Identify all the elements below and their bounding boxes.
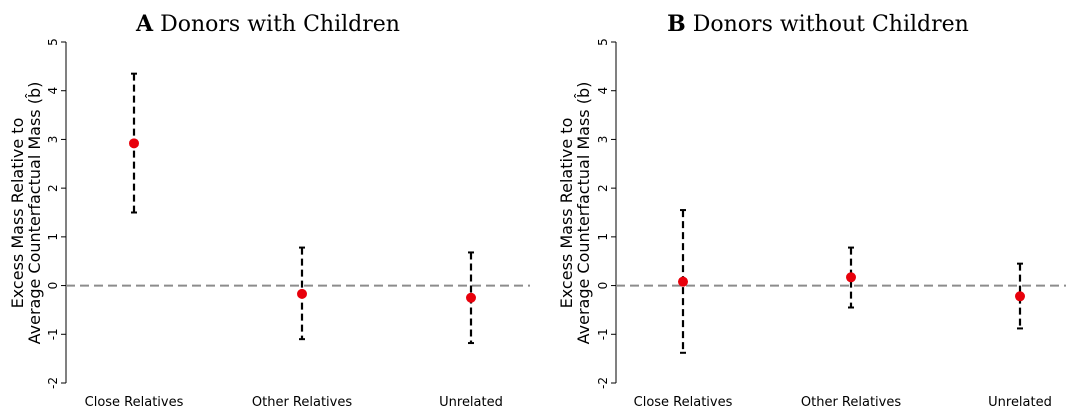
panel-a-y-tick-label: -1	[46, 328, 60, 340]
panel-b-title: B Donors without Children	[667, 11, 969, 37]
panel-b-y-tick-label: 4	[596, 87, 610, 95]
panel-a-y-tick-label: 2	[46, 184, 60, 192]
panel-a-title-text: Donors with Children	[160, 12, 400, 37]
panel-b-y-tick-label: 3	[596, 136, 610, 144]
panel-a-ylabel-line2: Average Counterfactual Mass (b̂)	[25, 82, 44, 345]
panel-b-y-tick-label: -1	[596, 328, 610, 340]
panel-a-point-estimate	[297, 288, 307, 299]
panel-b-ylabel-line1: Excess Mass Relative to	[557, 118, 576, 309]
panel-a: A Donors with Children Excess Mass Relat…	[8, 11, 530, 410]
panel-a-plot-area: -2 -1 0 1 2 3 4 5 Close Relatives Other Relatives…	[46, 38, 530, 410]
panel-a-category-label: Close Relatives	[85, 395, 184, 410]
panel-a-y-tick-label: 0	[46, 282, 60, 290]
panel-b-y-tick-label: -2	[596, 377, 610, 389]
panel-b-category-label: Unrelated	[988, 395, 1052, 410]
panel-b-point-estimate	[846, 272, 856, 283]
panel-a-title: A Donors with Children	[135, 11, 400, 37]
panel-a-ylabel-line1: Excess Mass Relative to	[8, 118, 27, 309]
panel-b-category-label: Other Relatives	[801, 395, 901, 410]
panel-a-y-tick-label: 5	[46, 38, 60, 46]
panel-b-point-estimate	[1015, 291, 1025, 302]
panel-b-ylabel-line2: Average Counterfactual Mass (b̂)	[574, 82, 593, 345]
panel-a-y-tick-label: 1	[46, 233, 60, 241]
panel-a-y-tick-label: 4	[46, 87, 60, 95]
panel-a-category-label: Other Relatives	[252, 395, 352, 410]
panel-a-point-estimate	[466, 292, 476, 303]
panel-a-ylabel: Excess Mass Relative toAverage Counterfa…	[8, 82, 44, 345]
panel-b-title-text: Donors without Children	[693, 12, 969, 37]
panel-b-letter: B	[667, 11, 686, 37]
panel-a-y-tick-label: 3	[46, 136, 60, 144]
panel-b-ylabel: Excess Mass Relative toAverage Counterfa…	[557, 82, 593, 345]
panel-b-y-tick-label: 1	[596, 233, 610, 241]
panel-b-point-estimate	[678, 276, 688, 287]
panel-a-point-estimate	[129, 138, 139, 149]
panel-a-category-label: Unrelated	[439, 395, 503, 410]
panel-b-y-tick-label: 5	[596, 38, 610, 46]
panel-b-y-tick-label: 0	[596, 282, 610, 290]
panel-a-y-tick-label: -2	[46, 377, 60, 389]
panel-b-category-label: Close Relatives	[634, 395, 733, 410]
panel-b: B Donors without Children Excess Mass Re…	[557, 11, 1066, 410]
panel-b-plot-area: -2 -1 0 1 2 3 4 5 Close Relatives Other Relatives…	[596, 38, 1066, 410]
panel-b-y-tick-label: 2	[596, 184, 610, 192]
panel-a-letter: A	[135, 11, 154, 37]
